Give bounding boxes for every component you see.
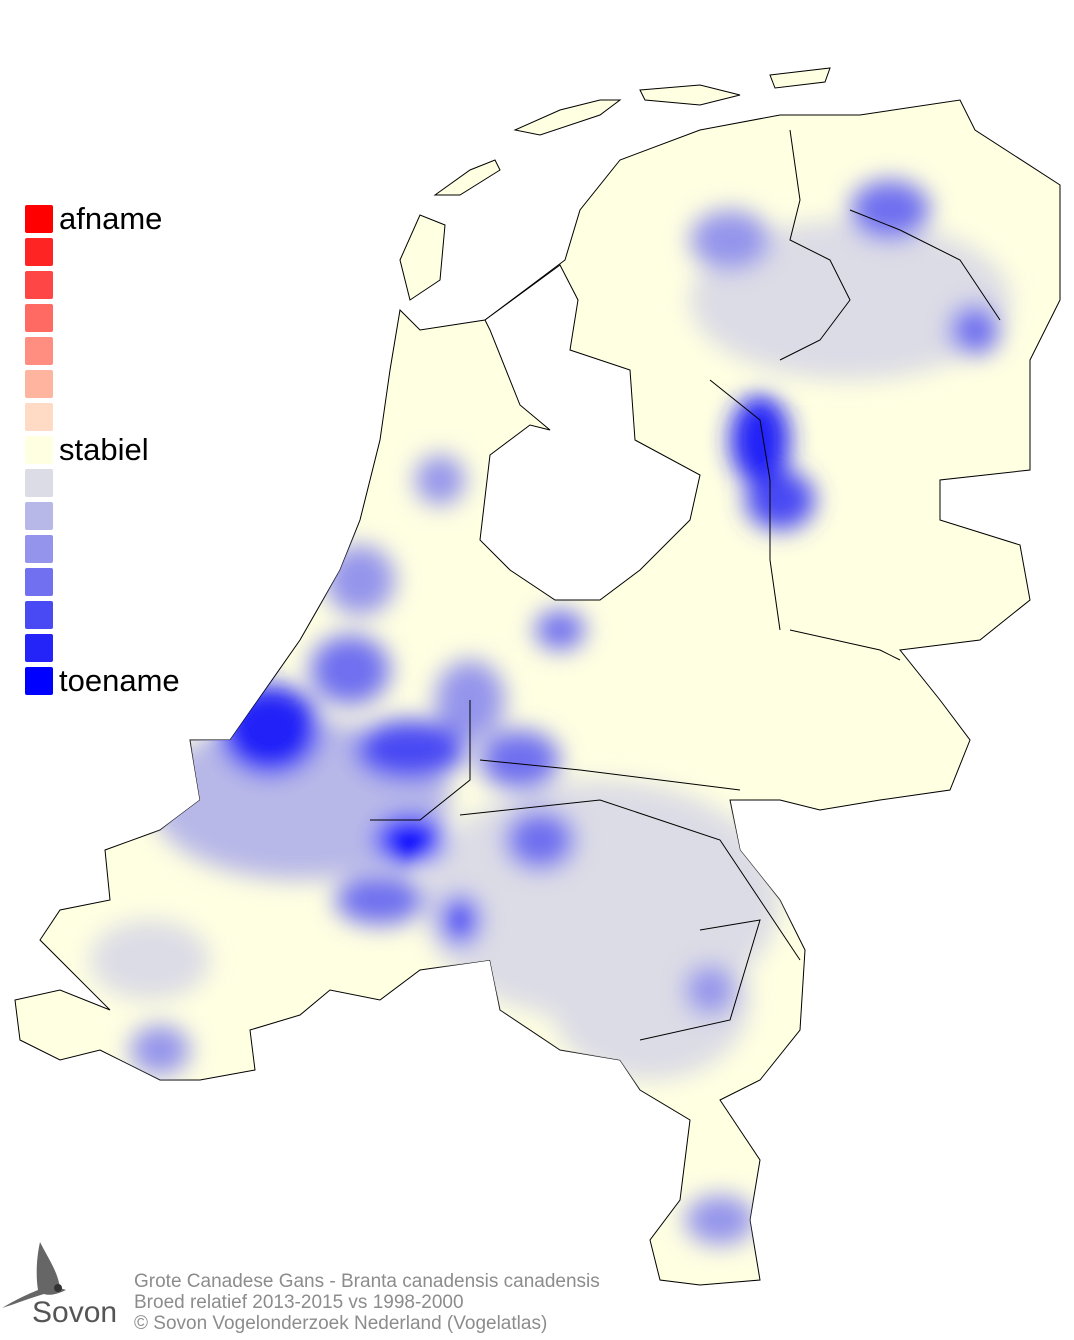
netherlands-land: [14, 99, 1061, 1286]
legend-swatch: [25, 469, 53, 497]
province-border: [709, 379, 781, 631]
ijsselmeer-water: [479, 264, 701, 601]
caption-period: Broed relatief 2013-2015 vs 1998-2000: [134, 1292, 464, 1313]
trend-area: [90, 920, 210, 1000]
trend-area: [130, 1025, 190, 1075]
legend-swatch: [25, 502, 53, 530]
legend-swatch: [25, 667, 53, 695]
legend-swatch: [25, 403, 53, 431]
trend-area: [310, 635, 390, 705]
legend-label-decrease: afname: [59, 201, 163, 236]
trend-area: [550, 920, 750, 1080]
caption-copyright: © Sovon Vogelonderzoek Nederland (Vogela…: [134, 1313, 548, 1334]
trend-area: [375, 815, 445, 865]
trend-area: [850, 180, 930, 240]
trend-area: [730, 395, 790, 485]
caption-species: Grote Canadese Gans - Branta canadensis …: [134, 1271, 600, 1292]
legend-swatch: [25, 271, 53, 299]
legend-swatch: [25, 205, 53, 233]
wadden-islands: [399, 67, 831, 301]
legend-swatch: [25, 568, 53, 596]
trend-area: [745, 470, 815, 530]
province-border: [459, 799, 801, 961]
island: [639, 84, 741, 106]
province-border: [370, 700, 471, 821]
legend-swatch: [25, 535, 53, 563]
trend-area: [690, 210, 770, 270]
trend-area: [685, 1195, 755, 1245]
legend-label-stable: stabiel: [59, 432, 149, 467]
province-border: [479, 759, 741, 791]
legend-swatch: [25, 337, 53, 365]
trend-area: [505, 810, 575, 870]
map-caption: Grote Canadese Gans - Branta canadensis …: [134, 1271, 600, 1334]
trend-area: [335, 875, 425, 925]
legend-swatch: [25, 634, 53, 662]
legend-label-increase: toename: [59, 663, 180, 698]
trend-area: [415, 455, 465, 505]
trend-area: [480, 730, 560, 790]
province-border: [849, 209, 1001, 321]
trend-area: [440, 895, 480, 945]
island: [513, 99, 622, 136]
legend-swatch: [25, 304, 53, 332]
legend-swatch: [25, 601, 53, 629]
trend-area: [325, 545, 395, 615]
province-borders: [370, 129, 1001, 1041]
island: [433, 159, 501, 196]
trend-area: [950, 305, 1000, 355]
island: [399, 214, 446, 301]
legend-swatch: [25, 238, 53, 266]
trend-blobs: [90, 180, 1010, 1245]
swallow-icon: [2, 1242, 66, 1308]
trend-area: [355, 720, 465, 780]
trend-area: [685, 965, 735, 1015]
province-border: [789, 629, 901, 661]
province-border: [779, 129, 851, 361]
trend-area: [535, 610, 585, 650]
island: [769, 67, 831, 89]
legend-swatch: [25, 436, 53, 464]
province-border: [639, 919, 761, 1041]
sovon-logo-text: Sovon: [32, 1296, 118, 1329]
legend-swatch: [25, 370, 53, 398]
trend-area: [220, 685, 320, 775]
